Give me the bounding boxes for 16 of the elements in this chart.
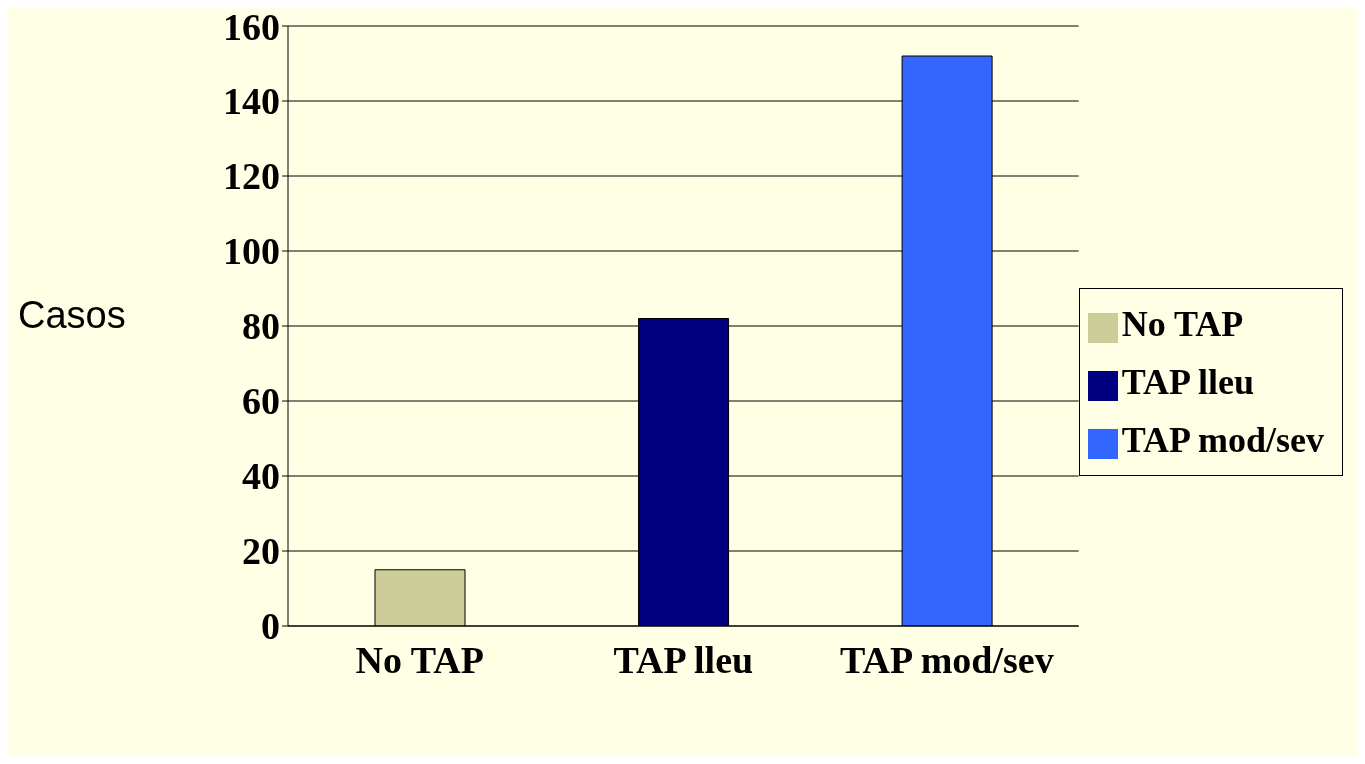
legend-label: TAP lleu [1121,362,1255,402]
legend-label: TAP mod/sev [1121,420,1324,460]
x-tick-label: TAP lleu [613,638,754,681]
x-tick-label: TAP mod/sev [840,638,1054,681]
y-tick-label: 120 [223,155,280,198]
y-tick-label: 160 [223,5,280,48]
y-tick-label: 80 [242,305,280,348]
y-tick-label: 40 [242,455,280,498]
y-tick-label: 100 [223,230,280,273]
x-tick-label: No TAP [355,638,484,681]
legend-label: No TAP [1121,304,1244,344]
y-tick-label: 140 [223,80,280,123]
y-axis-title: Casos [18,294,126,337]
y-tick-label: 20 [242,530,280,573]
y-tick-label: 0 [261,605,280,648]
y-tick-label: 60 [242,380,280,423]
